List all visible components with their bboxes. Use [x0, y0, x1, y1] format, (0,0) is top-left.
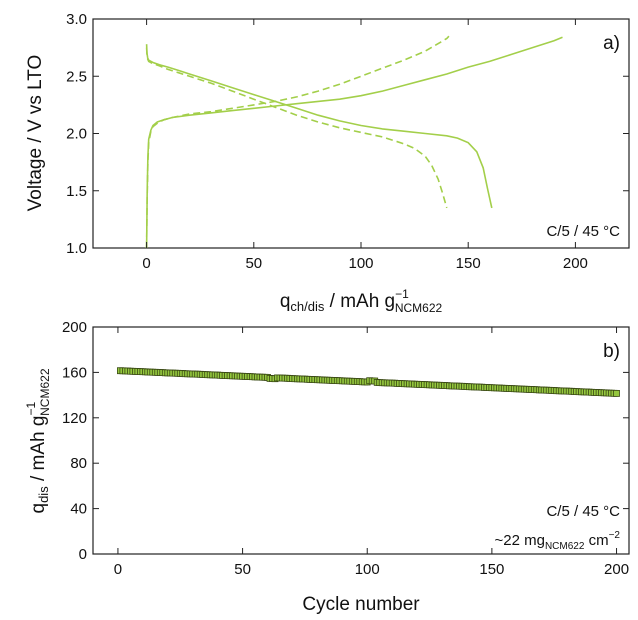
- panel-b-ylabel-sup: −1: [24, 402, 38, 416]
- panel-b-annotation2-sub: NCM622: [545, 541, 585, 552]
- x-tick-label: 150: [479, 561, 504, 578]
- y-tick-label: 1.5: [66, 183, 87, 200]
- panel-b-frame: [92, 326, 630, 555]
- x-tick-label: 50: [245, 255, 262, 272]
- panel-b-xlabel: Cycle number: [302, 594, 420, 615]
- panel-b-ylabel-unit: / mAh g: [28, 416, 49, 487]
- x-tick-label: 150: [456, 255, 481, 272]
- panel-b-annotation2-prefix: ~22 mg: [495, 532, 545, 549]
- y-tick-label: 200: [62, 319, 87, 336]
- y-tick-label: 2.0: [66, 126, 87, 143]
- panel-b-annotation2-sup: −2: [609, 530, 621, 541]
- panel-b-ylabel: qdis / mAh g−1NCM622: [24, 368, 52, 513]
- x-tick-label: 50: [234, 561, 251, 578]
- x-tick-label: 100: [348, 255, 373, 272]
- panel-a-frame: [92, 18, 630, 249]
- y-tick-label: 80: [70, 455, 87, 472]
- x-tick-label: 200: [563, 255, 588, 272]
- panel-b: 0 50 100 150 200 0 40 80 120 160 200 b) C/5 / 45 °…: [24, 319, 630, 615]
- panel-a-xlabel-unit-sub: NCM622: [395, 301, 443, 315]
- panel-b-series: [117, 367, 620, 397]
- x-tick-label: 0: [142, 255, 150, 272]
- y-tick-label: 120: [62, 410, 87, 427]
- panel-a-xlabel-sup: −1: [395, 287, 409, 301]
- series-line-dashed: [145, 35, 450, 249]
- panel-a: 0 50 100 150 200 1.0 1.5 2.0 2.5 3.0 a) C/5 / 45 …: [25, 11, 630, 315]
- panel-a-series: [145, 35, 563, 249]
- panel-a-tag: a): [603, 33, 620, 54]
- series-line-dashed: [145, 47, 448, 209]
- panel-b-annotation: C/5 / 45 °C: [546, 503, 620, 520]
- panel-a-xlabel-main: q: [280, 291, 291, 312]
- panel-a-ylabel: Voltage / V vs LTO: [25, 55, 46, 212]
- panel-a-xlabel-unit: / mAh g: [324, 291, 395, 312]
- panel-a-ticks: 0 50 100 150 200 1.0 1.5 2.0 2.5 3.0: [66, 11, 629, 272]
- panel-b-ylabel-unit-sub: NCM622: [38, 368, 52, 416]
- y-tick-label: 2.5: [66, 68, 87, 85]
- panel-b-ylabel-sub: dis: [36, 486, 51, 503]
- y-tick-label: 1.0: [66, 240, 87, 257]
- panel-a-xlabel-sub: ch/dis: [290, 299, 324, 314]
- series-line-solid: [145, 36, 563, 249]
- y-tick-label: 160: [62, 364, 87, 381]
- panel-b-tag: b): [603, 341, 620, 362]
- panel-a-xlabel: qch/dis / mAh g−1 NCM622: [280, 287, 443, 315]
- panel-b-ticks: 0 50 100 150 200 0 40 80 120 160 200: [62, 319, 629, 578]
- panel-b-annotation2-mid: cm: [584, 532, 608, 549]
- panel-a-annotation: C/5 / 45 °C: [546, 223, 620, 240]
- x-tick-label: 0: [114, 561, 122, 578]
- y-tick-label: 40: [70, 501, 87, 518]
- data-point: [613, 389, 620, 397]
- panel-b-ylabel-main: q: [28, 503, 49, 514]
- panel-b-annotation2: ~22 mgNCM622 cm−2: [495, 530, 621, 552]
- series-line-solid: [145, 44, 493, 209]
- x-tick-label: 100: [355, 561, 380, 578]
- x-tick-label: 200: [604, 561, 629, 578]
- y-tick-label: 3.0: [66, 11, 87, 28]
- y-tick-label: 0: [79, 546, 87, 563]
